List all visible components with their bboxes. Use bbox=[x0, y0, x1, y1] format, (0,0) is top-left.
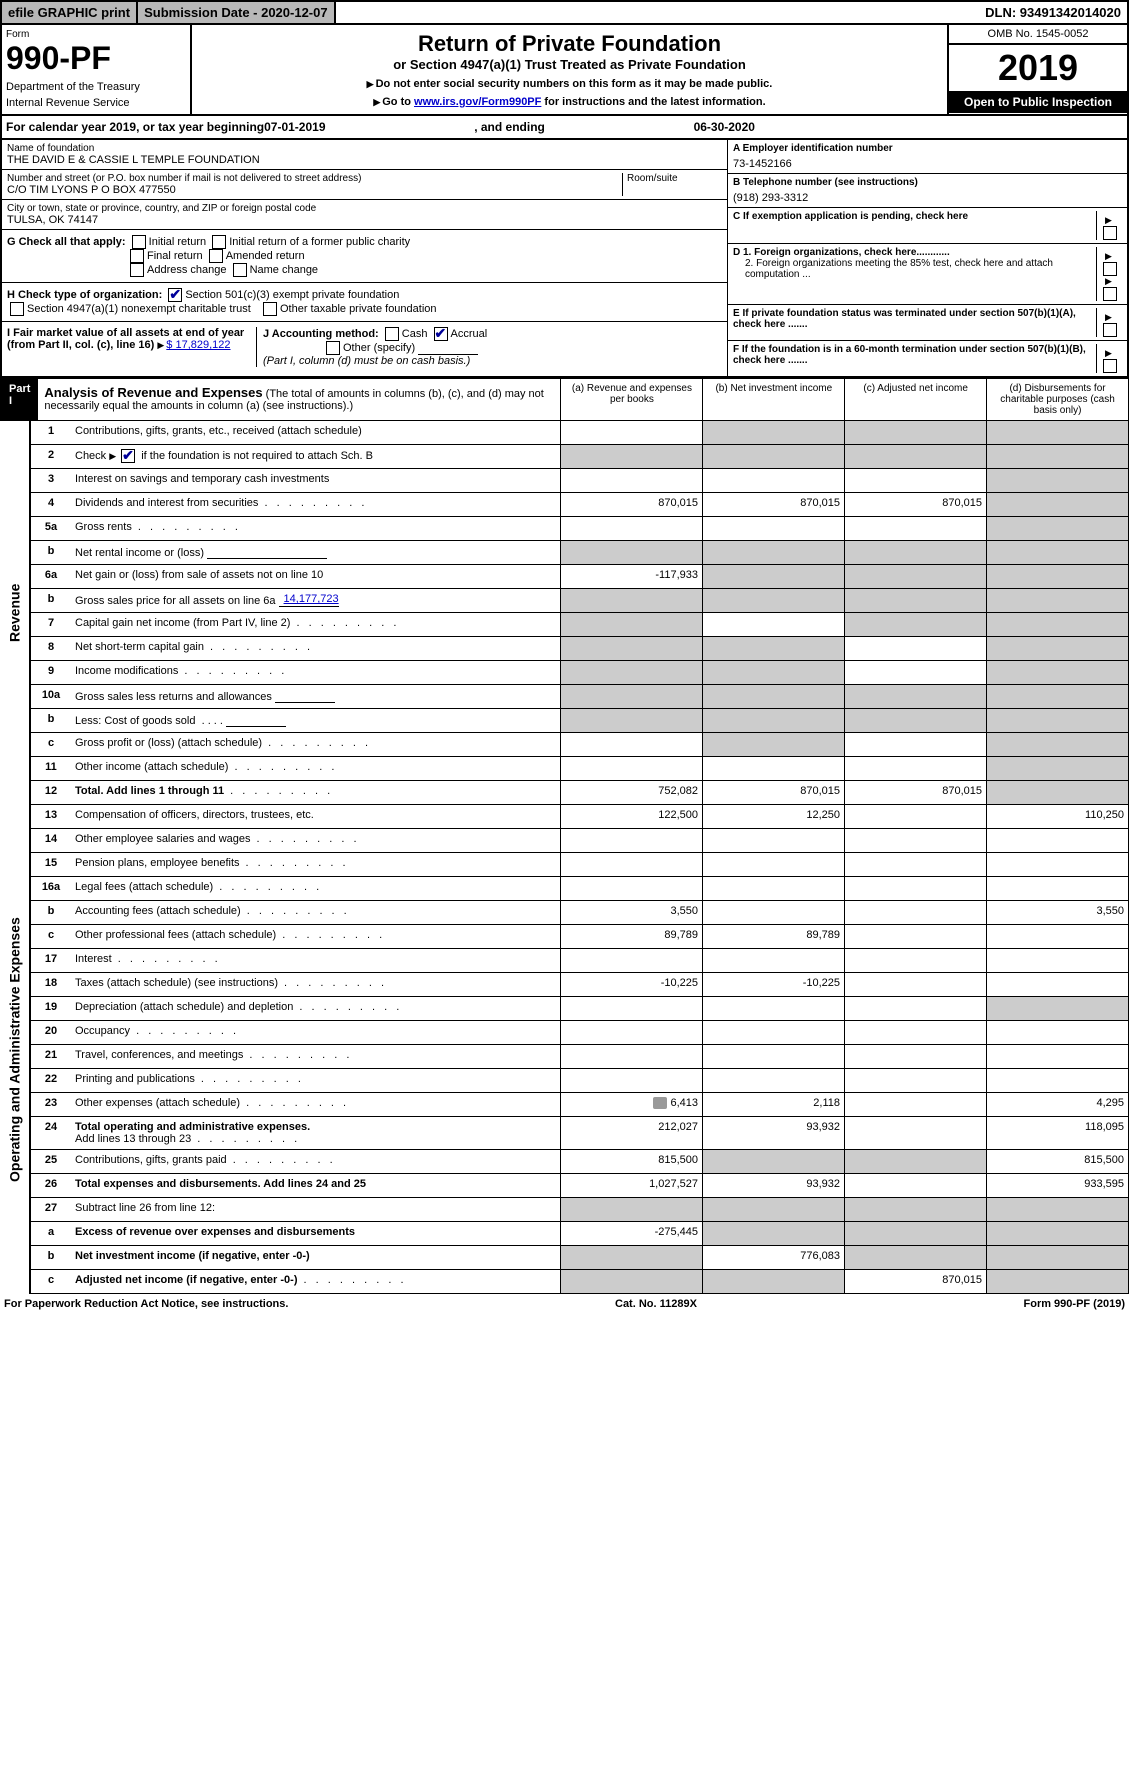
e-label: E If private foundation status was termi… bbox=[733, 308, 1096, 337]
c-checkbox[interactable] bbox=[1103, 226, 1117, 240]
tax-year: 2019 bbox=[949, 45, 1127, 91]
accrual-checkbox[interactable] bbox=[434, 327, 448, 341]
other-taxable-checkbox[interactable] bbox=[263, 302, 277, 316]
footer-right: Form 990-PF (2019) bbox=[1024, 1298, 1125, 1310]
initial-return-checkbox[interactable] bbox=[132, 235, 146, 249]
ein-label: A Employer identification number bbox=[733, 143, 1122, 154]
arrow-icon bbox=[1105, 251, 1114, 262]
calyear-prefix: For calendar year 2019, or tax year begi… bbox=[6, 120, 264, 134]
4947-checkbox[interactable] bbox=[10, 302, 24, 316]
form-number: 990-PF bbox=[6, 40, 186, 77]
calyear-mid: , and ending bbox=[326, 120, 694, 134]
omb-number: OMB No. 1545-0052 bbox=[949, 25, 1127, 45]
revenue-section: Revenue 1Contributions, gifts, grants, e… bbox=[0, 421, 1129, 805]
501c3-checkbox[interactable] bbox=[168, 288, 182, 302]
f-label: F If the foundation is in a 60-month ter… bbox=[733, 344, 1096, 373]
d1-label: D 1. Foreign organizations, check here..… bbox=[733, 247, 1096, 258]
name-change-checkbox[interactable] bbox=[233, 263, 247, 277]
part1-header: Part I Analysis of Revenue and Expenses … bbox=[0, 378, 1129, 421]
arrow-icon bbox=[1105, 348, 1114, 359]
form-title: Return of Private Foundation bbox=[198, 31, 941, 57]
arrow-icon bbox=[1105, 215, 1114, 226]
sch-b-checkbox[interactable] bbox=[121, 449, 135, 463]
col-a-header: (a) Revenue and expenses per books bbox=[560, 379, 702, 420]
info-grid: Name of foundation THE DAVID E & CASSIE … bbox=[0, 140, 1129, 378]
submission-date: Submission Date - 2020-12-07 bbox=[138, 2, 336, 23]
initial-former-checkbox[interactable] bbox=[212, 235, 226, 249]
form-label: Form bbox=[6, 29, 186, 40]
footer-mid: Cat. No. 11289X bbox=[615, 1298, 697, 1310]
e-checkbox[interactable] bbox=[1103, 323, 1117, 337]
d2-label: 2. Foreign organizations meeting the 85%… bbox=[733, 258, 1096, 280]
dept-treasury: Department of the Treasury bbox=[6, 81, 186, 93]
arrow-icon bbox=[1105, 312, 1114, 323]
foundation-name: THE DAVID E & CASSIE L TEMPLE FOUNDATION bbox=[7, 154, 722, 166]
h-label: H Check type of organization: bbox=[7, 289, 162, 301]
calendar-year-row: For calendar year 2019, or tax year begi… bbox=[0, 116, 1129, 140]
instr-ssn: Do not enter social security numbers on … bbox=[376, 78, 773, 90]
instr-goto-prefix: Go to bbox=[382, 96, 414, 108]
arrow-icon bbox=[157, 339, 166, 351]
form-header: Form 990-PF Department of the Treasury I… bbox=[0, 25, 1129, 116]
j-label: J Accounting method: bbox=[263, 328, 379, 340]
address-value: C/O TIM LYONS P O BOX 477550 bbox=[7, 184, 622, 196]
col-b-header: (b) Net investment income bbox=[702, 379, 844, 420]
ein-value: 73-1452166 bbox=[733, 154, 1122, 170]
fmv-value: $ 17,829,122 bbox=[166, 339, 230, 351]
open-public: Open to Public Inspection bbox=[949, 91, 1127, 113]
amended-return-checkbox[interactable] bbox=[209, 249, 223, 263]
phone-value: (918) 293-3312 bbox=[733, 188, 1122, 204]
footer-left: For Paperwork Reduction Act Notice, see … bbox=[4, 1298, 288, 1310]
part1-label: Part I bbox=[1, 379, 38, 420]
arrow-icon bbox=[1105, 276, 1114, 287]
other-method-checkbox[interactable] bbox=[326, 341, 340, 355]
arrow-icon bbox=[367, 78, 376, 90]
revenue-side-label: Revenue bbox=[0, 421, 30, 805]
efile-label: efile GRAPHIC print bbox=[2, 2, 138, 23]
g-label: G Check all that apply: bbox=[7, 236, 126, 248]
col-c-header: (c) Adjusted net income bbox=[844, 379, 986, 420]
city-value: TULSA, OK 74147 bbox=[7, 214, 722, 226]
room-label: Room/suite bbox=[622, 173, 722, 196]
cash-checkbox[interactable] bbox=[385, 327, 399, 341]
irs-link[interactable]: www.irs.gov/Form990PF bbox=[414, 96, 541, 108]
arrow-icon bbox=[373, 96, 382, 108]
d2-checkbox[interactable] bbox=[1103, 287, 1117, 301]
address-label: Number and street (or P.O. box number if… bbox=[7, 173, 622, 184]
page-footer: For Paperwork Reduction Act Notice, see … bbox=[0, 1294, 1129, 1314]
instr-goto-suffix: for instructions and the latest informat… bbox=[541, 96, 765, 108]
d1-checkbox[interactable] bbox=[1103, 262, 1117, 276]
name-label: Name of foundation bbox=[7, 143, 722, 154]
form-subtitle: or Section 4947(a)(1) Trust Treated as P… bbox=[198, 57, 941, 72]
dln: DLN: 93491342014020 bbox=[336, 2, 1127, 23]
calyear-end: 06-30-2020 bbox=[694, 120, 755, 134]
address-change-checkbox[interactable] bbox=[130, 263, 144, 277]
c-label: C If exemption application is pending, c… bbox=[733, 211, 1096, 240]
header-bar: efile GRAPHIC print Submission Date - 20… bbox=[0, 0, 1129, 25]
j-note: (Part I, column (d) must be on cash basi… bbox=[263, 355, 470, 367]
f-checkbox[interactable] bbox=[1103, 359, 1117, 373]
gross-sales-6a: 14,177,723 bbox=[279, 593, 339, 607]
city-label: City or town, state or province, country… bbox=[7, 203, 722, 214]
part1-title: Analysis of Revenue and Expenses bbox=[44, 385, 262, 400]
arrow-icon bbox=[109, 450, 118, 462]
attachment-icon[interactable] bbox=[653, 1097, 667, 1109]
final-return-checkbox[interactable] bbox=[130, 249, 144, 263]
opex-side-label: Operating and Administrative Expenses bbox=[0, 805, 30, 1294]
calyear-begin: 07-01-2019 bbox=[264, 120, 325, 134]
col-d-header: (d) Disbursements for charitable purpose… bbox=[986, 379, 1128, 420]
phone-label: B Telephone number (see instructions) bbox=[733, 177, 1122, 188]
opex-section: Operating and Administrative Expenses 13… bbox=[0, 805, 1129, 1294]
dept-irs: Internal Revenue Service bbox=[6, 97, 186, 109]
